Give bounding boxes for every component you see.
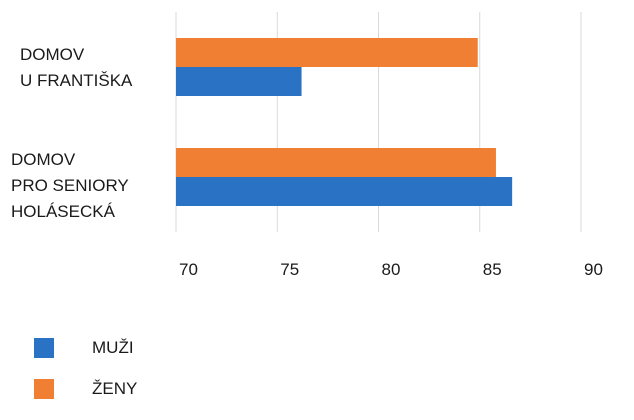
legend-label-muzi: MUŽI xyxy=(92,338,134,357)
legend: MUŽI ŽENY xyxy=(34,338,137,420)
bars xyxy=(176,38,513,206)
category-label-line: U FRANTIŠKA xyxy=(20,71,133,90)
bar-muzi-1 xyxy=(176,177,513,206)
bar-zeny-1 xyxy=(176,148,496,177)
x-tick-label: 80 xyxy=(382,260,401,279)
legend-label-zeny: ŽENY xyxy=(92,379,138,398)
category-label-line: HOLÁSECKÁ xyxy=(11,202,116,221)
x-tick-label: 70 xyxy=(179,260,198,279)
x-tick-label: 90 xyxy=(584,260,603,279)
bar-chart: DOMOV U FRANTIŠKA DOMOV PRO SENIORY HOLÁSECK… xyxy=(11,12,603,279)
category-label-line: DOMOV xyxy=(20,45,85,64)
category-labels: DOMOV U FRANTIŠKA DOMOV PRO SENIORY HOLÁSECK… xyxy=(11,45,133,221)
category-label-line: DOMOV xyxy=(11,150,76,169)
x-tick-label: 75 xyxy=(280,260,299,279)
bar-muzi-0 xyxy=(176,67,302,96)
x-tick-label: 85 xyxy=(483,260,502,279)
category-label: DOMOV U FRANTIŠKA xyxy=(20,45,133,90)
legend-swatch-muzi xyxy=(34,338,54,358)
x-tick-labels: 70 75 80 85 90 xyxy=(179,260,603,279)
bar-zeny-0 xyxy=(176,38,478,67)
category-label: DOMOV PRO SENIORY HOLÁSECKÁ xyxy=(11,150,129,221)
legend-swatch-zeny xyxy=(34,379,54,399)
legend-item-zeny: ŽENY xyxy=(34,379,137,399)
legend-item-muzi: MUŽI xyxy=(34,338,137,358)
category-label-line: PRO SENIORY xyxy=(11,176,129,195)
